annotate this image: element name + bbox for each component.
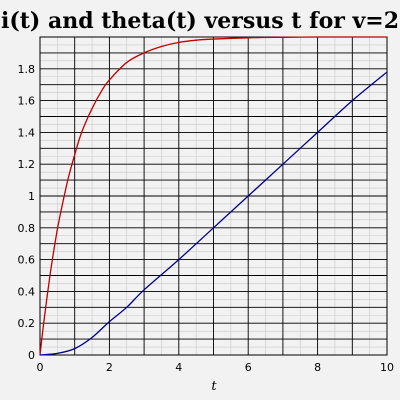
x-tick-label: 8 [314, 361, 321, 374]
series-layer [39, 36, 388, 356]
series-line-1 [39, 36, 387, 356]
y-tick-label: 1.4 [18, 126, 36, 139]
y-tick-label: 0.6 [18, 254, 36, 267]
major-grid [39, 36, 388, 356]
y-tick-label: 0.2 [18, 317, 36, 330]
chart-title: i(t) and theta(t) versus t for v=2 [1, 8, 399, 34]
y-tick-label: 0.4 [18, 285, 36, 298]
series-line-2 [39, 71, 388, 356]
x-tick-label: 10 [380, 361, 394, 374]
y-tick-label: 1 [28, 190, 35, 203]
y-tick-label: 0.8 [18, 222, 36, 235]
x-tick-label: 6 [245, 361, 252, 374]
x-tick-label: 0 [37, 361, 44, 374]
y-tick-label: 0 [28, 349, 35, 362]
y-tick-label: 1.2 [18, 158, 36, 171]
x-tick-labels: 0 2 4 6 8 10 [37, 361, 395, 374]
plot-frame [39, 36, 388, 356]
y-tick-label: 1.6 [18, 95, 36, 108]
x-axis-label: t [211, 379, 217, 394]
y-tick-labels: 0 0.2 0.4 0.6 0.8 1 1.2 1.4 1.6 1.8 [18, 63, 36, 362]
x-tick-label: 2 [106, 361, 113, 374]
y-tick-label: 1.8 [18, 63, 36, 76]
x-tick-label: 4 [175, 361, 182, 374]
